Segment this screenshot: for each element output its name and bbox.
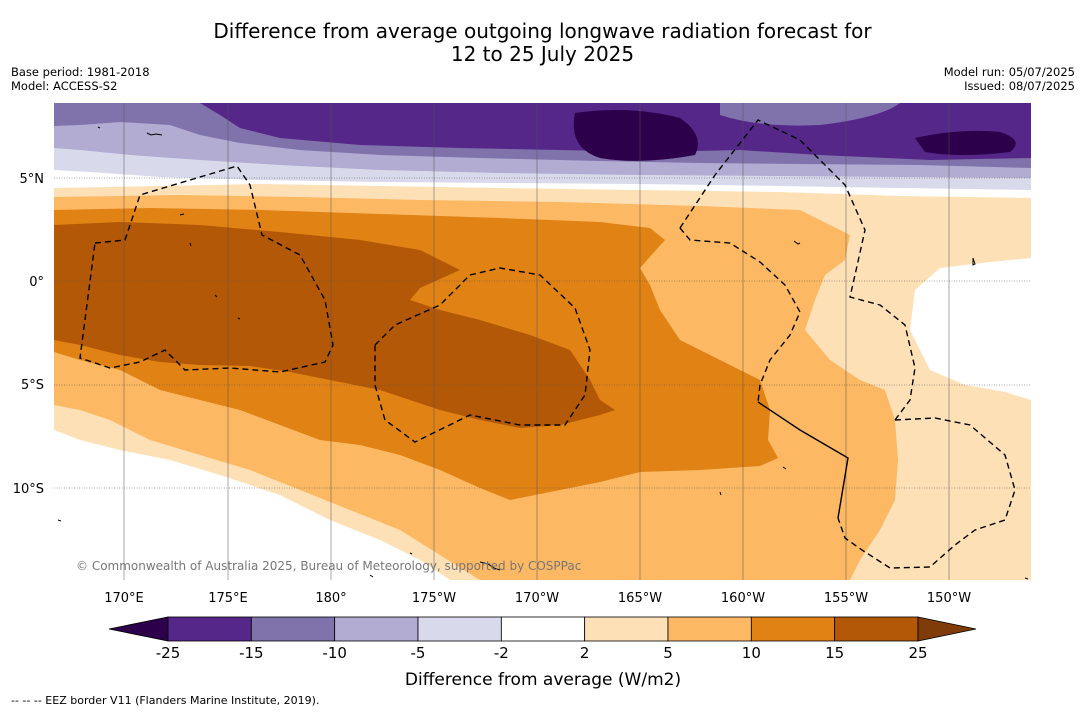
colorbar-tick-label: 10	[742, 644, 761, 662]
colorbar-extend-high	[917, 616, 977, 642]
colorbar-cell-10_15	[750, 616, 836, 642]
colorbar-tick-label: 15	[825, 644, 844, 662]
colorbar-cell-5_10	[667, 616, 752, 642]
colorbar-cell-2_5	[584, 616, 669, 642]
map-field	[54, 103, 1031, 580]
lon-label-155w: 155°W	[824, 591, 868, 606]
colorbar-tick-label: -25	[156, 644, 181, 662]
lon-label-170w: 170°W	[515, 591, 559, 606]
longitude-labels: 170°E 175°E 180° 175°W 170°W 165°W 160°W…	[104, 591, 971, 606]
colorbar-cell--10_-5	[334, 616, 419, 642]
lat-label-5n: 5°N	[20, 172, 45, 187]
band-neg-below-25-far-east	[915, 130, 1016, 155]
colorbar-cell--25_-15	[167, 616, 252, 642]
colorbar-tick-label: -2	[494, 644, 509, 662]
lon-label-150w: 150°W	[927, 591, 971, 606]
issued-date: Issued: 08/07/2025	[964, 79, 1075, 93]
colorbar-label: Difference from average (W/m2)	[405, 670, 681, 690]
title-line-2: 12 to 25 July 2025	[450, 42, 635, 66]
colorbar-cell--2_2	[500, 616, 586, 642]
colorbar-tick-label: -10	[322, 644, 347, 662]
colorbar-tick-label: 5	[663, 644, 673, 662]
eez-central	[374, 267, 591, 443]
meta-right: Model run: 05/07/2025 Issued: 08/07/2025	[944, 65, 1075, 93]
colorbar-cell-15_25	[834, 616, 919, 642]
colorbar-tick-label: -5	[411, 644, 426, 662]
lat-label-10s: 10°S	[13, 482, 44, 497]
colorbar-cells	[167, 616, 919, 642]
lat-label-5s: 5°S	[21, 378, 44, 393]
colorbar-cell--15_-10	[250, 616, 336, 642]
lon-label-180: 180°	[315, 591, 346, 606]
chart-title: Difference from average outgoing longwav…	[0, 20, 1085, 66]
lon-label-175e: 175°E	[208, 591, 248, 606]
lon-label-160w: 160°W	[721, 591, 765, 606]
lon-label-170e: 170°E	[104, 591, 144, 606]
meta-left: Base period: 1981-2018 Model: ACCESS-S2	[11, 65, 150, 93]
legend-footer: -- -- -- EEZ border V11 (Flanders Marine…	[11, 694, 320, 707]
colorbar-extend-low	[108, 616, 169, 642]
lon-label-175w: 175°W	[412, 591, 456, 606]
copyright-text: © Commonwealth of Australia 2025, Bureau…	[76, 559, 581, 573]
gridlines	[54, 103, 1031, 580]
title-line-1: Difference from average outgoing longwav…	[213, 19, 872, 43]
eez-east-2	[679, 227, 801, 403]
band-pos-15-25-west	[54, 222, 615, 428]
base-period: Base period: 1981-2018	[11, 65, 150, 79]
colorbar-tick-label: -15	[239, 644, 264, 662]
eez-southeast	[837, 417, 1016, 569]
band-neg-below-25-east	[573, 109, 698, 161]
colorbar-tick-label: 25	[908, 644, 927, 662]
lat-label-0: 0°	[29, 275, 44, 290]
colorbar-tick-label: 2	[580, 644, 590, 662]
island-marks	[57, 126, 1029, 580]
model-name: Model: ACCESS-S2	[11, 79, 118, 93]
band-neg-10-5-patch-ne	[720, 103, 900, 126]
eez-east	[679, 119, 916, 421]
colorbar: -25 -15 -10 -5 -2 2 5 10 15 25 Difference from av…	[108, 616, 977, 690]
eez-west	[79, 165, 334, 373]
eez-solid-segment	[757, 401, 849, 519]
colorbar-cell--5_-2	[417, 616, 502, 642]
eez-borders	[79, 119, 1016, 569]
lon-label-165w: 165°W	[618, 591, 662, 606]
colorbar-ticks: -25 -15 -10 -5 -2 2 5 10 15 25	[156, 644, 928, 662]
latitude-labels: 5°N 0° 5°S 10°S	[13, 172, 44, 497]
model-run: Model run: 05/07/2025	[943, 65, 1075, 79]
